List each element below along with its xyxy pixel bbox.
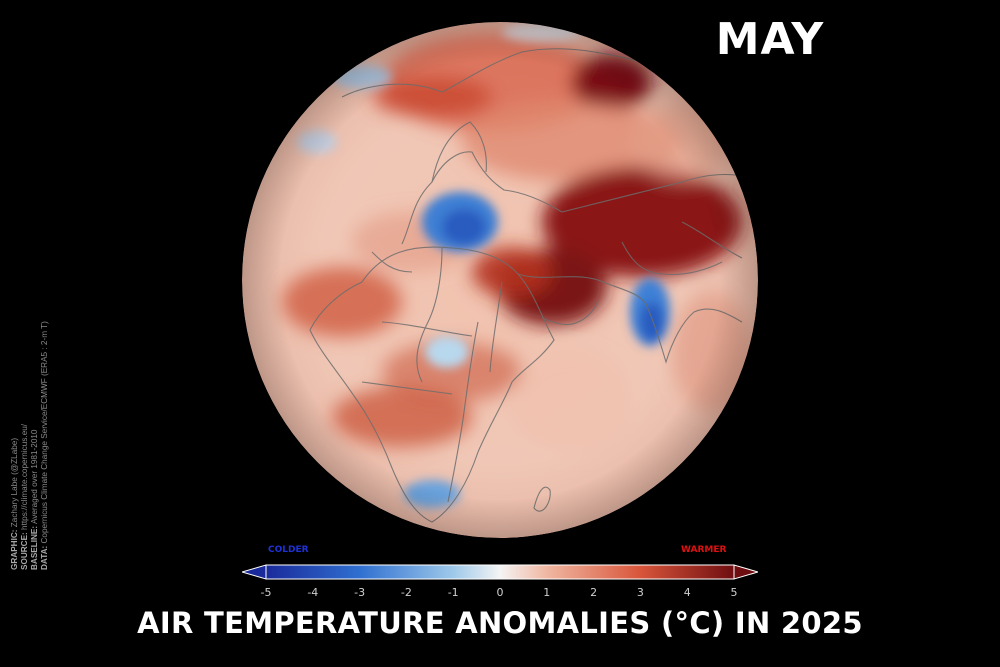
colorbar-tick-label: -1 (447, 586, 459, 599)
colorbar-cold-arrow (242, 564, 267, 580)
colorbar-tick-label: -5 (260, 586, 272, 599)
colorbar-tick-label: -2 (400, 586, 412, 599)
credit-graphic: GRAPHIC: Zachary Labe (@ZLabe) (10, 437, 19, 570)
colorbar (242, 564, 758, 580)
colorbar-tick-label: -3 (354, 586, 366, 599)
colorbar-tick-label: -4 (307, 586, 319, 599)
colorbar-tick-label: 3 (636, 586, 644, 599)
credits-block: GRAPHIC: Zachary Labe (@ZLabe) SOURCE: h… (10, 230, 50, 570)
warmer-label: WARMER (681, 545, 727, 555)
colorbar-tick-label: 4 (683, 586, 691, 599)
colorbar-tick-label: 5 (730, 586, 738, 599)
colorbar-gradient (265, 564, 735, 580)
map-title: AIR TEMPERATURE ANOMALIES (°C) IN 2025 (137, 606, 863, 640)
colorbar-tick-label: 0 (496, 586, 504, 599)
month-title: MAY (715, 14, 825, 65)
colorbar-tick-label: 2 (590, 586, 598, 599)
colorbar-tick-label: 1 (543, 586, 551, 599)
credit-baseline: BASELINE: Averaged over 1981-2010 (30, 429, 39, 570)
credit-data: DATA: Copernicus Climate Change Service/… (40, 321, 49, 570)
colorbar-warm-arrow (733, 564, 758, 580)
credit-source: SOURCE: https://climate.copernicus.eu/ (20, 423, 29, 570)
globe-map (242, 22, 758, 538)
colder-label: COLDER (268, 545, 309, 555)
